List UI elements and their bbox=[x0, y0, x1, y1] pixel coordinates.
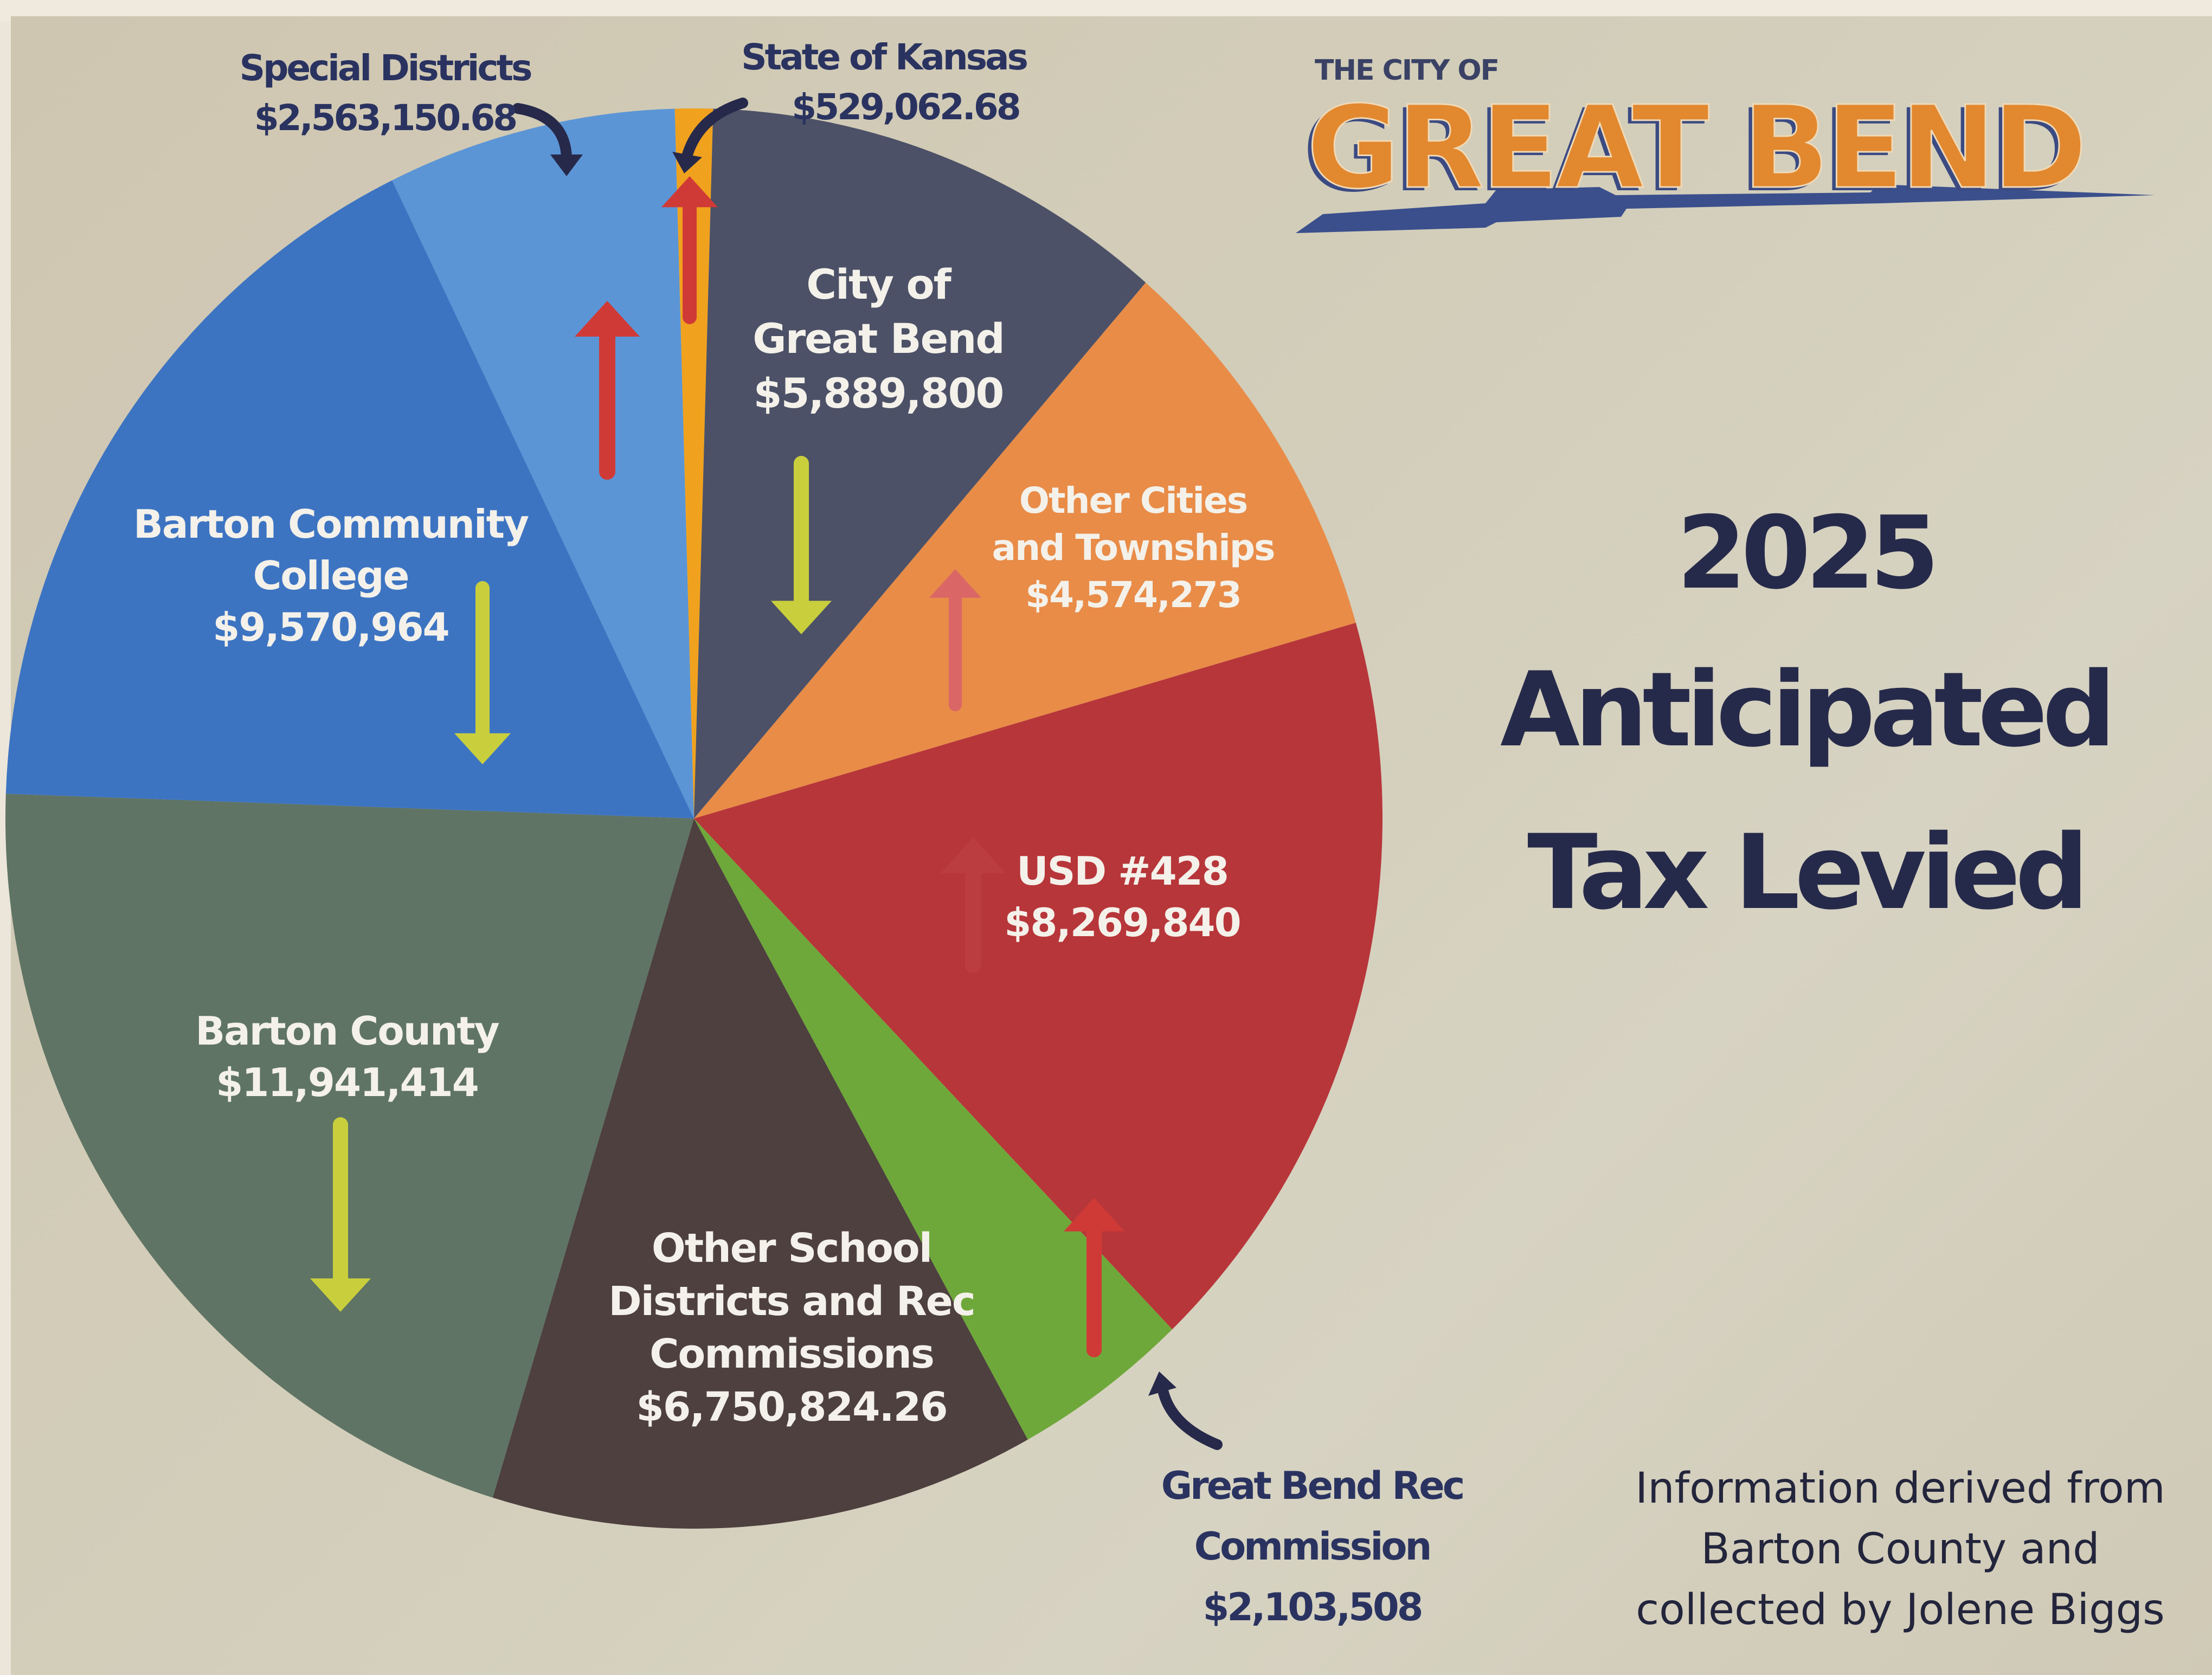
pie-slice-county bbox=[5, 794, 695, 1498]
slice-label-special-districts: Special Districts $2,563,150.68 bbox=[239, 47, 533, 139]
pie-slice-othercities bbox=[694, 282, 1356, 819]
trend-up-arrow-icon-gb-rec bbox=[1064, 1198, 1124, 1357]
pie-slice-special bbox=[392, 108, 694, 819]
trend-up-arrow-icon-special bbox=[575, 301, 640, 480]
source-note: Information derived from Barton County a… bbox=[1635, 1464, 2165, 1634]
special-districts-callout-icon bbox=[512, 103, 572, 165]
title-year: 2025 bbox=[1676, 494, 1940, 611]
trend-up-arrow-icon-other-cities bbox=[929, 569, 981, 711]
trend-up-arrow-icon-usd bbox=[941, 838, 1006, 973]
title-line-3: Tax Levied bbox=[1527, 813, 2089, 932]
rec-commission-callout-icon bbox=[1158, 1385, 1223, 1450]
trend-up-arrow-icon-state bbox=[661, 176, 718, 324]
trend-down-arrow-icon-city bbox=[771, 456, 832, 634]
logo-tagline: THE CITY OF bbox=[1315, 54, 1500, 87]
state-of-kansas-callout-icon bbox=[682, 98, 748, 160]
slice-label-barton-county: Barton County $11,941,414 bbox=[195, 1008, 499, 1106]
slice-label-barton-cc: Barton Community College $9,570,964 bbox=[133, 501, 529, 650]
trend-down-arrow-icon-college bbox=[454, 581, 511, 764]
slice-label-other-cities: Other Cities and Townships $4,574,273 bbox=[992, 480, 1276, 616]
slice-label-other-school: Other School Districts and Rec Commissio… bbox=[608, 1225, 976, 1431]
pie-slice-college bbox=[5, 180, 694, 819]
pie-slice-usd bbox=[694, 622, 1382, 1330]
logo-wordmark: GREAT BEND bbox=[1306, 81, 2088, 215]
slice-label-city: City of Great Bend $5,889,800 bbox=[753, 260, 1005, 417]
pie-slice-city bbox=[694, 108, 1146, 819]
chart-title: 2025 Anticipated Tax Levied bbox=[1431, 477, 2179, 954]
slice-label-state-of-kansas: State of Kansas $529,062.68 bbox=[741, 36, 1028, 128]
pie-slice-otherschool bbox=[492, 819, 1028, 1529]
title-line-2: Anticipated bbox=[1500, 650, 2116, 770]
pie-slice-gbrec bbox=[694, 819, 1173, 1440]
logo-swoosh-icon bbox=[1296, 184, 2155, 233]
callout-arrows bbox=[512, 98, 1223, 1450]
slice-label-usd-428: USD #428 $8,269,840 bbox=[1004, 848, 1241, 946]
trend-down-arrow-icon-county bbox=[310, 1117, 371, 1312]
slice-label-gb-rec-commission: Great Bend Rec Commission $2,103,508 bbox=[1161, 1464, 1465, 1629]
